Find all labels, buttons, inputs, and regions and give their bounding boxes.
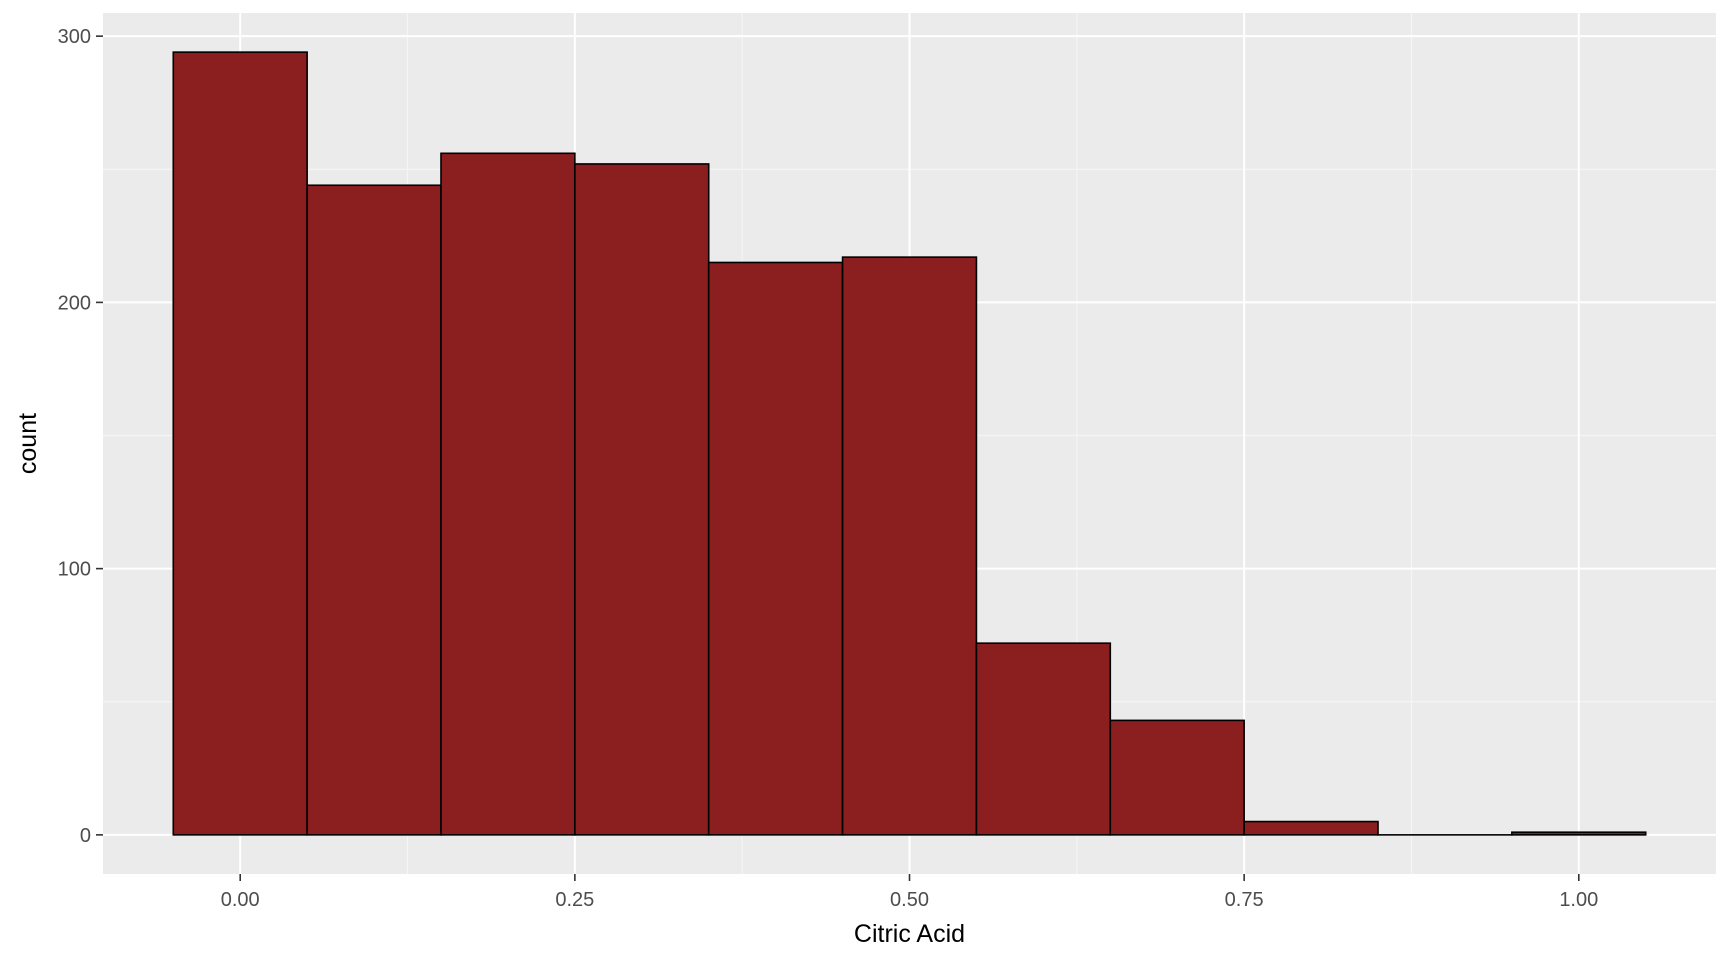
y-tick-label: 0 bbox=[80, 825, 91, 847]
y-axis: 0 100 200 300 bbox=[58, 26, 103, 847]
x-tick-label: 0.00 bbox=[221, 889, 260, 911]
x-tick-label: 0.50 bbox=[890, 889, 929, 911]
y-tick-label: 200 bbox=[58, 292, 91, 314]
histogram-bar-5 bbox=[707, 261, 844, 836]
histogram-bar-9 bbox=[1243, 820, 1379, 836]
histogram-bar-8 bbox=[1109, 719, 1245, 836]
histogram-bar-1 bbox=[172, 51, 308, 836]
histogram-bar-6 bbox=[841, 256, 978, 836]
histogram-bar-3 bbox=[440, 152, 576, 836]
x-tick-label: 0.75 bbox=[1225, 889, 1264, 911]
histogram-bar-11 bbox=[1511, 831, 1647, 836]
x-tick-label: 1.00 bbox=[1559, 889, 1598, 911]
x-tick-label: 0.25 bbox=[555, 889, 594, 911]
y-axis-title: count bbox=[14, 413, 42, 474]
y-tick-label: 100 bbox=[58, 559, 91, 581]
histogram-bar-7 bbox=[975, 642, 1112, 836]
histogram-bars bbox=[172, 51, 1647, 836]
histogram-bar-2 bbox=[306, 184, 442, 836]
x-axis: 0.00 0.25 0.50 0.75 1.00 bbox=[221, 874, 1598, 911]
y-tick-label: 300 bbox=[58, 26, 91, 48]
histogram-bar-4 bbox=[574, 163, 710, 836]
x-axis-title: Citric Acid bbox=[854, 920, 965, 948]
